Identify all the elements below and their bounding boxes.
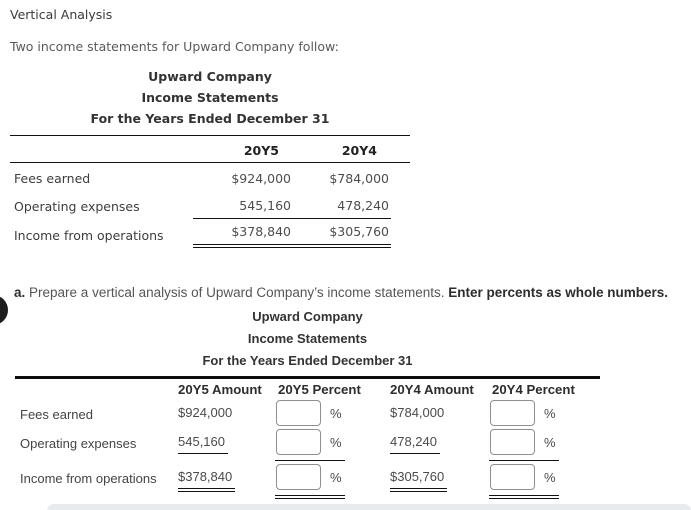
vertical-analysis-worksheet: Upward Company Income Statements For the…	[15, 306, 600, 506]
worksheet-row-operating-expenses: Operating expenses 545,160 % 478,240 %	[15, 429, 600, 463]
amount-20y4: $305,760	[293, 224, 391, 248]
percent-group-20y5: %	[275, 400, 345, 431]
col-header-20y5-percent: 20Y5 Percent	[278, 382, 361, 397]
percent-group-20y4: %	[489, 429, 559, 461]
task-instruction-text: Prepare a vertical analysis of Upward Co…	[29, 285, 445, 300]
amount-20y4: 478,240	[293, 198, 391, 219]
amount-20y4: 478,240	[390, 434, 440, 454]
percent-input-20y4[interactable]	[490, 464, 535, 490]
task-item-letter: a.	[14, 285, 26, 300]
amount-20y5: $924,000	[231, 171, 291, 186]
worksheet-header-row: 20Y5 Amount 20Y5 Percent 20Y4 Amount 20Y…	[15, 382, 600, 398]
amount-20y4: $305,760	[390, 469, 448, 492]
row-label: Fees earned	[20, 407, 93, 422]
statement-col-header-20y5: 20Y5	[243, 143, 279, 158]
percent-input-20y5[interactable]	[276, 400, 321, 426]
col-header-20y4-percent: 20Y4 Percent	[492, 382, 575, 397]
statement-col-header-20y4: 20Y4	[341, 143, 377, 158]
statement-title-report: Income Statements	[141, 90, 279, 105]
edge-circle-decoration	[0, 295, 8, 325]
row-label: Income from operations	[14, 228, 164, 243]
amount-20y5: 545,160	[193, 198, 293, 219]
percent-group-20y4: %	[489, 464, 559, 499]
amount-20y4: $784,000	[390, 405, 445, 420]
statement-title-company: Upward Company	[148, 69, 272, 84]
percent-input-20y5[interactable]	[276, 464, 321, 490]
statement-row-income-from-operations: Income from operations $378,840 $305,760	[10, 219, 410, 248]
row-label: Operating expenses	[14, 199, 140, 214]
row-label: Operating expenses	[20, 436, 137, 451]
row-label: Fees earned	[14, 171, 91, 186]
percent-group-20y5: %	[275, 464, 345, 499]
bottom-panel-edge	[47, 504, 691, 510]
worksheet-title-block: Upward Company Income Statements For the…	[15, 306, 600, 372]
worksheet-row-income-from-operations: Income from operations $378,840 % $305,7…	[15, 464, 600, 499]
statement-header-row: 20Y5 20Y4	[10, 135, 410, 163]
percent-sign: %	[330, 405, 342, 421]
percent-sign: %	[544, 434, 556, 450]
amount-20y5: $378,840	[193, 224, 293, 248]
worksheet-top-rule	[15, 376, 600, 379]
task-instruction-emphasis: Enter percents as whole numbers.	[448, 285, 669, 300]
worksheet-title-company: Upward Company	[252, 309, 363, 324]
percent-group-20y5: %	[275, 429, 345, 461]
col-header-20y5-amount: 20Y5 Amount	[178, 382, 262, 397]
row-label: Income from operations	[20, 471, 157, 486]
percent-sign: %	[330, 434, 342, 450]
worksheet-row-fees-earned: Fees earned $924,000 % $784,000 %	[15, 400, 600, 434]
statement-row-fees-earned: Fees earned $924,000 $784,000	[10, 163, 410, 191]
col-header-20y4-amount: 20Y4 Amount	[390, 382, 474, 397]
percent-input-20y4[interactable]	[490, 429, 535, 455]
percent-sign: %	[544, 469, 556, 485]
worksheet-title-period: For the Years Ended December 31	[202, 353, 413, 368]
statement-title-block: Upward Company Income Statements For the…	[10, 66, 410, 129]
percent-input-20y4[interactable]	[490, 400, 535, 426]
intro-text: Two income statements for Upward Company…	[10, 39, 339, 54]
amount-20y5: 545,160	[178, 434, 228, 454]
percent-sign: %	[330, 469, 342, 485]
task-instruction: a. Prepare a vertical analysis of Upward…	[14, 285, 691, 300]
percent-group-20y4: %	[489, 400, 559, 431]
amount-20y4: $784,000	[329, 171, 389, 186]
statement-row-operating-expenses: Operating expenses 545,160 478,240	[10, 191, 410, 219]
income-statements-table: Upward Company Income Statements For the…	[10, 66, 410, 248]
statement-title-period: For the Years Ended December 31	[90, 111, 330, 126]
amount-20y5: $924,000	[178, 405, 233, 420]
percent-sign: %	[544, 405, 556, 421]
page-title: Vertical Analysis	[10, 7, 113, 22]
statement-header-spacer	[10, 157, 193, 162]
amount-20y5: $378,840	[178, 469, 236, 492]
worksheet-title-report: Income Statements	[247, 331, 368, 346]
percent-input-20y5[interactable]	[276, 429, 321, 455]
